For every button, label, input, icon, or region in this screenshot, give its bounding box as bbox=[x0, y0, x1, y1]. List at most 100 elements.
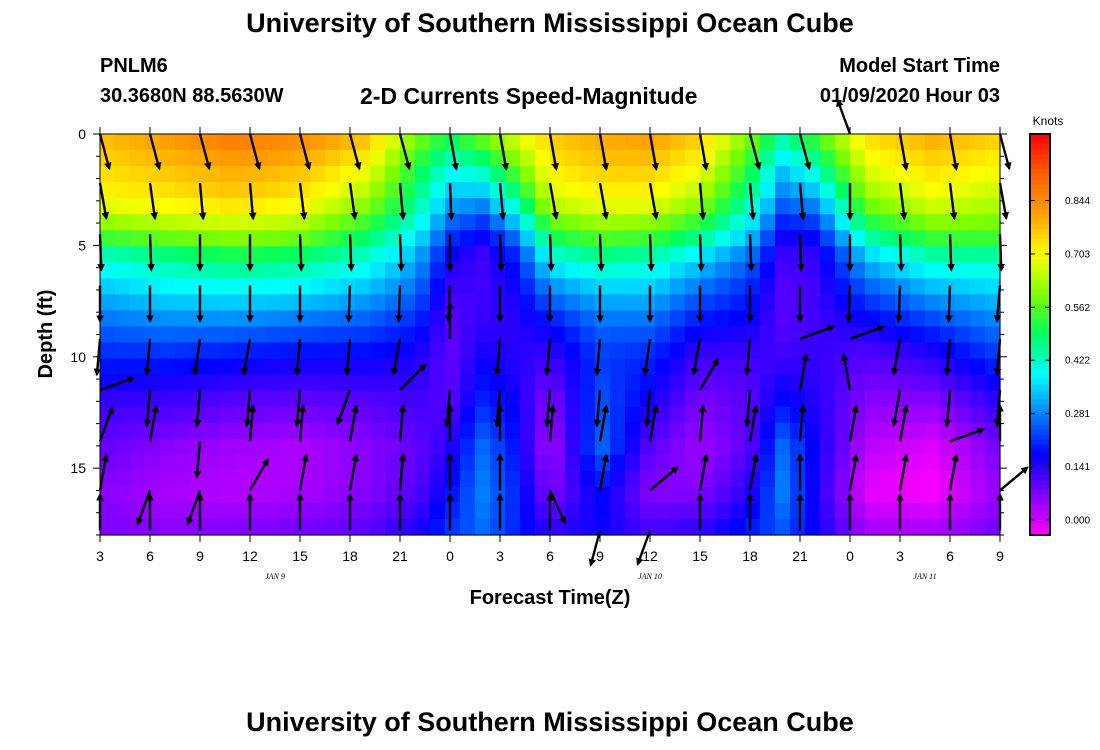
current-vector bbox=[840, 353, 852, 391]
current-vector bbox=[598, 182, 610, 221]
heatmap-cell bbox=[220, 182, 236, 199]
heatmap-cell bbox=[985, 502, 1001, 520]
heatmap-cell bbox=[610, 374, 626, 392]
heatmap-cell bbox=[595, 230, 611, 247]
heatmap-cell bbox=[520, 214, 536, 231]
heatmap-cell bbox=[565, 390, 581, 408]
heatmap-cell bbox=[850, 294, 866, 312]
heatmap-cell bbox=[895, 518, 911, 536]
heatmap-cell bbox=[160, 422, 176, 440]
heatmap-cell bbox=[940, 502, 956, 520]
heatmap-cell bbox=[550, 470, 566, 488]
current-vector bbox=[248, 133, 262, 171]
heatmap-cell bbox=[700, 342, 716, 360]
heatmap-cell bbox=[760, 294, 776, 312]
heatmap-cell bbox=[685, 310, 701, 328]
heatmap-cell bbox=[790, 326, 806, 344]
heatmap-cell bbox=[100, 326, 116, 344]
heatmap-cell bbox=[835, 246, 851, 263]
heatmap-cell bbox=[400, 502, 416, 520]
heatmap-cell bbox=[550, 358, 566, 376]
heatmap-cell bbox=[565, 262, 581, 279]
heatmap-cell bbox=[805, 406, 821, 424]
heatmap-cell bbox=[490, 230, 506, 247]
heatmap-cell bbox=[955, 198, 971, 215]
current-vector bbox=[193, 390, 202, 428]
colorbar-swatch bbox=[1030, 134, 1050, 140]
heatmap-cell bbox=[355, 406, 371, 424]
heatmap-cell bbox=[235, 438, 251, 456]
heatmap-cell bbox=[190, 390, 206, 408]
heatmap-cell bbox=[655, 486, 671, 504]
heatmap-cell bbox=[280, 262, 296, 279]
heatmap-cell bbox=[760, 342, 776, 360]
heatmap-cell bbox=[685, 422, 701, 440]
colorbar-swatch bbox=[1030, 359, 1050, 366]
heatmap-cell bbox=[955, 278, 971, 295]
current-vector bbox=[347, 234, 355, 272]
heatmap-cell bbox=[160, 182, 176, 199]
heatmap-cell bbox=[370, 342, 386, 360]
heatmap-cell bbox=[205, 390, 221, 408]
heatmap-cell bbox=[535, 278, 551, 295]
heatmap-cell bbox=[205, 438, 221, 456]
heatmap-cell bbox=[955, 214, 971, 231]
heatmap-cell bbox=[235, 198, 251, 215]
heatmap-cell bbox=[745, 326, 761, 344]
heatmap-cell bbox=[115, 326, 131, 344]
current-vector bbox=[697, 234, 705, 272]
heatmap-cell bbox=[520, 422, 536, 440]
heatmap-cell bbox=[145, 374, 161, 392]
heatmap-cell bbox=[520, 454, 536, 472]
heatmap-cell bbox=[910, 278, 926, 295]
heatmap-cell bbox=[280, 182, 296, 199]
heatmap-cell bbox=[265, 438, 281, 456]
heatmap-cell bbox=[865, 422, 881, 440]
current-vector bbox=[698, 357, 720, 391]
heatmap-cell bbox=[580, 214, 596, 231]
current-vector bbox=[890, 389, 902, 428]
heatmap-cell bbox=[295, 278, 311, 295]
colorbar-swatch bbox=[1030, 314, 1050, 321]
heatmap-cell bbox=[430, 150, 446, 167]
heatmap-cell bbox=[535, 166, 551, 183]
heatmap-cell bbox=[340, 230, 356, 247]
heatmap-cell bbox=[610, 502, 626, 520]
heatmap-cell bbox=[445, 166, 461, 183]
heatmap-cell bbox=[640, 214, 656, 231]
heatmap-cell bbox=[310, 182, 326, 199]
heatmap-cell bbox=[820, 230, 836, 247]
heatmap-cell bbox=[370, 246, 386, 263]
heatmap-cell bbox=[355, 326, 371, 344]
heatmap-cell bbox=[580, 438, 596, 456]
heatmap-cell bbox=[625, 342, 641, 360]
heatmap-cell bbox=[670, 374, 686, 392]
x-tick-label: 6 bbox=[546, 548, 554, 564]
current-vector bbox=[993, 338, 1002, 377]
heatmap-cell bbox=[235, 310, 251, 328]
current-vector bbox=[798, 133, 812, 171]
current-vector bbox=[748, 453, 760, 491]
heatmap-cell bbox=[985, 294, 1001, 312]
heatmap-cell bbox=[415, 198, 431, 215]
heatmap-cell bbox=[835, 342, 851, 360]
heatmap-cell bbox=[505, 518, 521, 536]
heatmap-cell bbox=[625, 438, 641, 456]
heatmap-cell bbox=[355, 374, 371, 392]
heatmap-cell bbox=[355, 454, 371, 472]
heatmap-cell bbox=[970, 454, 986, 472]
heatmap-cell bbox=[400, 166, 416, 183]
heatmap-cell bbox=[535, 262, 551, 279]
heatmap-cell bbox=[130, 310, 146, 328]
heatmap-cell bbox=[385, 198, 401, 215]
heatmap-cell bbox=[220, 422, 236, 440]
heatmap-cell bbox=[595, 262, 611, 279]
heatmap-cell bbox=[850, 358, 866, 376]
current-vector bbox=[248, 404, 257, 442]
heatmap-cell bbox=[640, 262, 656, 279]
heatmap-cell bbox=[580, 358, 596, 376]
heatmap-cell bbox=[100, 342, 116, 360]
heatmap-cell bbox=[580, 502, 596, 520]
heatmap-cell bbox=[310, 230, 326, 247]
heatmap-cell bbox=[955, 246, 971, 263]
